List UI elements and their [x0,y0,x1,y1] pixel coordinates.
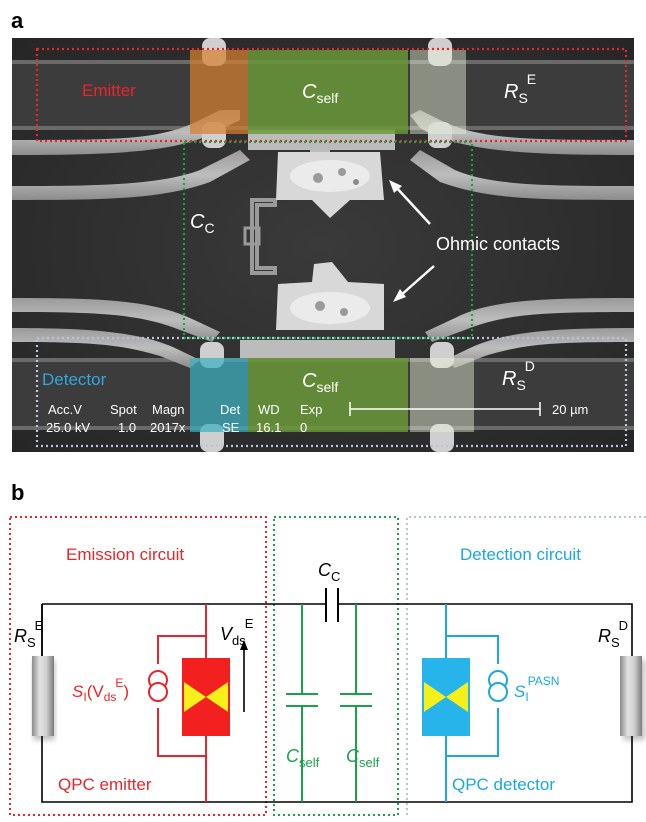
sem-image: Emitter Detector Cself Cself CC RSE RSD … [12,38,634,452]
cself-right [340,604,372,802]
white-qpc-overlay-bottom [410,358,474,432]
gate-lead [425,298,634,342]
det-value: SE [222,420,240,435]
sem-info-bar: Acc.V 25.0 kV Spot 1.0 Magn 2017x Det SE… [46,402,588,435]
ohmic-contact-bottom [276,262,384,330]
ohmic-arrow-top [394,185,431,225]
resistor-rs-e [32,656,55,740]
wd-label: WD [258,402,280,417]
cyan-qpc-overlay [190,358,248,432]
c-self-top-label: Cself [302,81,338,106]
orange-qpc-overlay [190,50,248,134]
rs-d-label: RSD [502,358,535,393]
cself-left [286,604,318,802]
spot-label: Spot [110,402,137,417]
gate-lead [445,328,634,368]
c-self-bottom-label: Cself [302,370,338,395]
qpc-emitter [182,658,230,736]
gate-lead [410,150,634,200]
qpc-detector [422,658,470,736]
coupling-capacitor [325,588,339,622]
c-c-label: CC [190,211,215,236]
vds-arrow [240,640,248,712]
acc-label: Acc.V [48,402,82,417]
acc-value: 25.0 kV [46,420,90,435]
emitter-box [35,47,628,143]
coupling-capacitor-gate [250,198,277,275]
coupling-box [182,140,474,340]
emitter-label: Emitter [82,81,136,100]
exp-label: Exp [300,402,322,417]
gate-lead [12,150,250,200]
ohmic-arrow-bottom [399,265,435,297]
rs-d-circuit-label: RSD [598,618,628,650]
emission-region-box [9,516,267,816]
green-cself-overlay-top [248,50,408,134]
spot-value: 1.0 [118,420,136,435]
magn-label: Magn [152,402,185,417]
vds-label: VdsE [220,616,254,648]
ohmic-contact-top [276,152,384,218]
exp-value: 0 [300,420,307,435]
cc-label: CC [318,560,340,584]
gate-lead [12,298,220,342]
detection-circuit-title: Detection circuit [460,545,581,564]
detector-label: Detector [42,370,107,389]
rs-e-label: RSE [504,71,536,106]
si-detector-label: SIPASN [514,674,559,704]
rs-e-circuit-label: RSE [14,618,44,650]
coupling-region-box [273,516,399,816]
current-source-emitter [148,664,168,708]
detector-box [35,336,628,448]
white-qpc-overlay-top [410,50,466,134]
si-emitter-label: SI(VdsE) [72,676,129,704]
wd-value: 16.1 [256,420,281,435]
resistor-rs-d [620,656,645,740]
outer-loop-wire [41,603,633,803]
current-source-detector [488,664,508,708]
green-cself-overlay-bottom [248,358,408,432]
emission-circuit-title: Emission circuit [66,545,184,564]
ohmic-contacts-label: Ohmic contacts [436,234,560,254]
panel-a-letter: a [11,8,24,33]
cself-left-label: Cself [286,746,320,770]
cself-right-label: Cself [346,746,380,770]
gate-lead [410,110,634,155]
panel-b-letter: b [11,480,24,505]
circuit-diagram: Emission circuit Detection circuit CC RS… [9,516,646,816]
scale-label: 20 µm [552,402,588,417]
qpc-detector-label: QPC detector [452,775,555,794]
magn-value: 2017x [150,420,186,435]
qpc-emitter-label: QPC emitter [58,775,152,794]
det-label: Det [220,402,241,417]
